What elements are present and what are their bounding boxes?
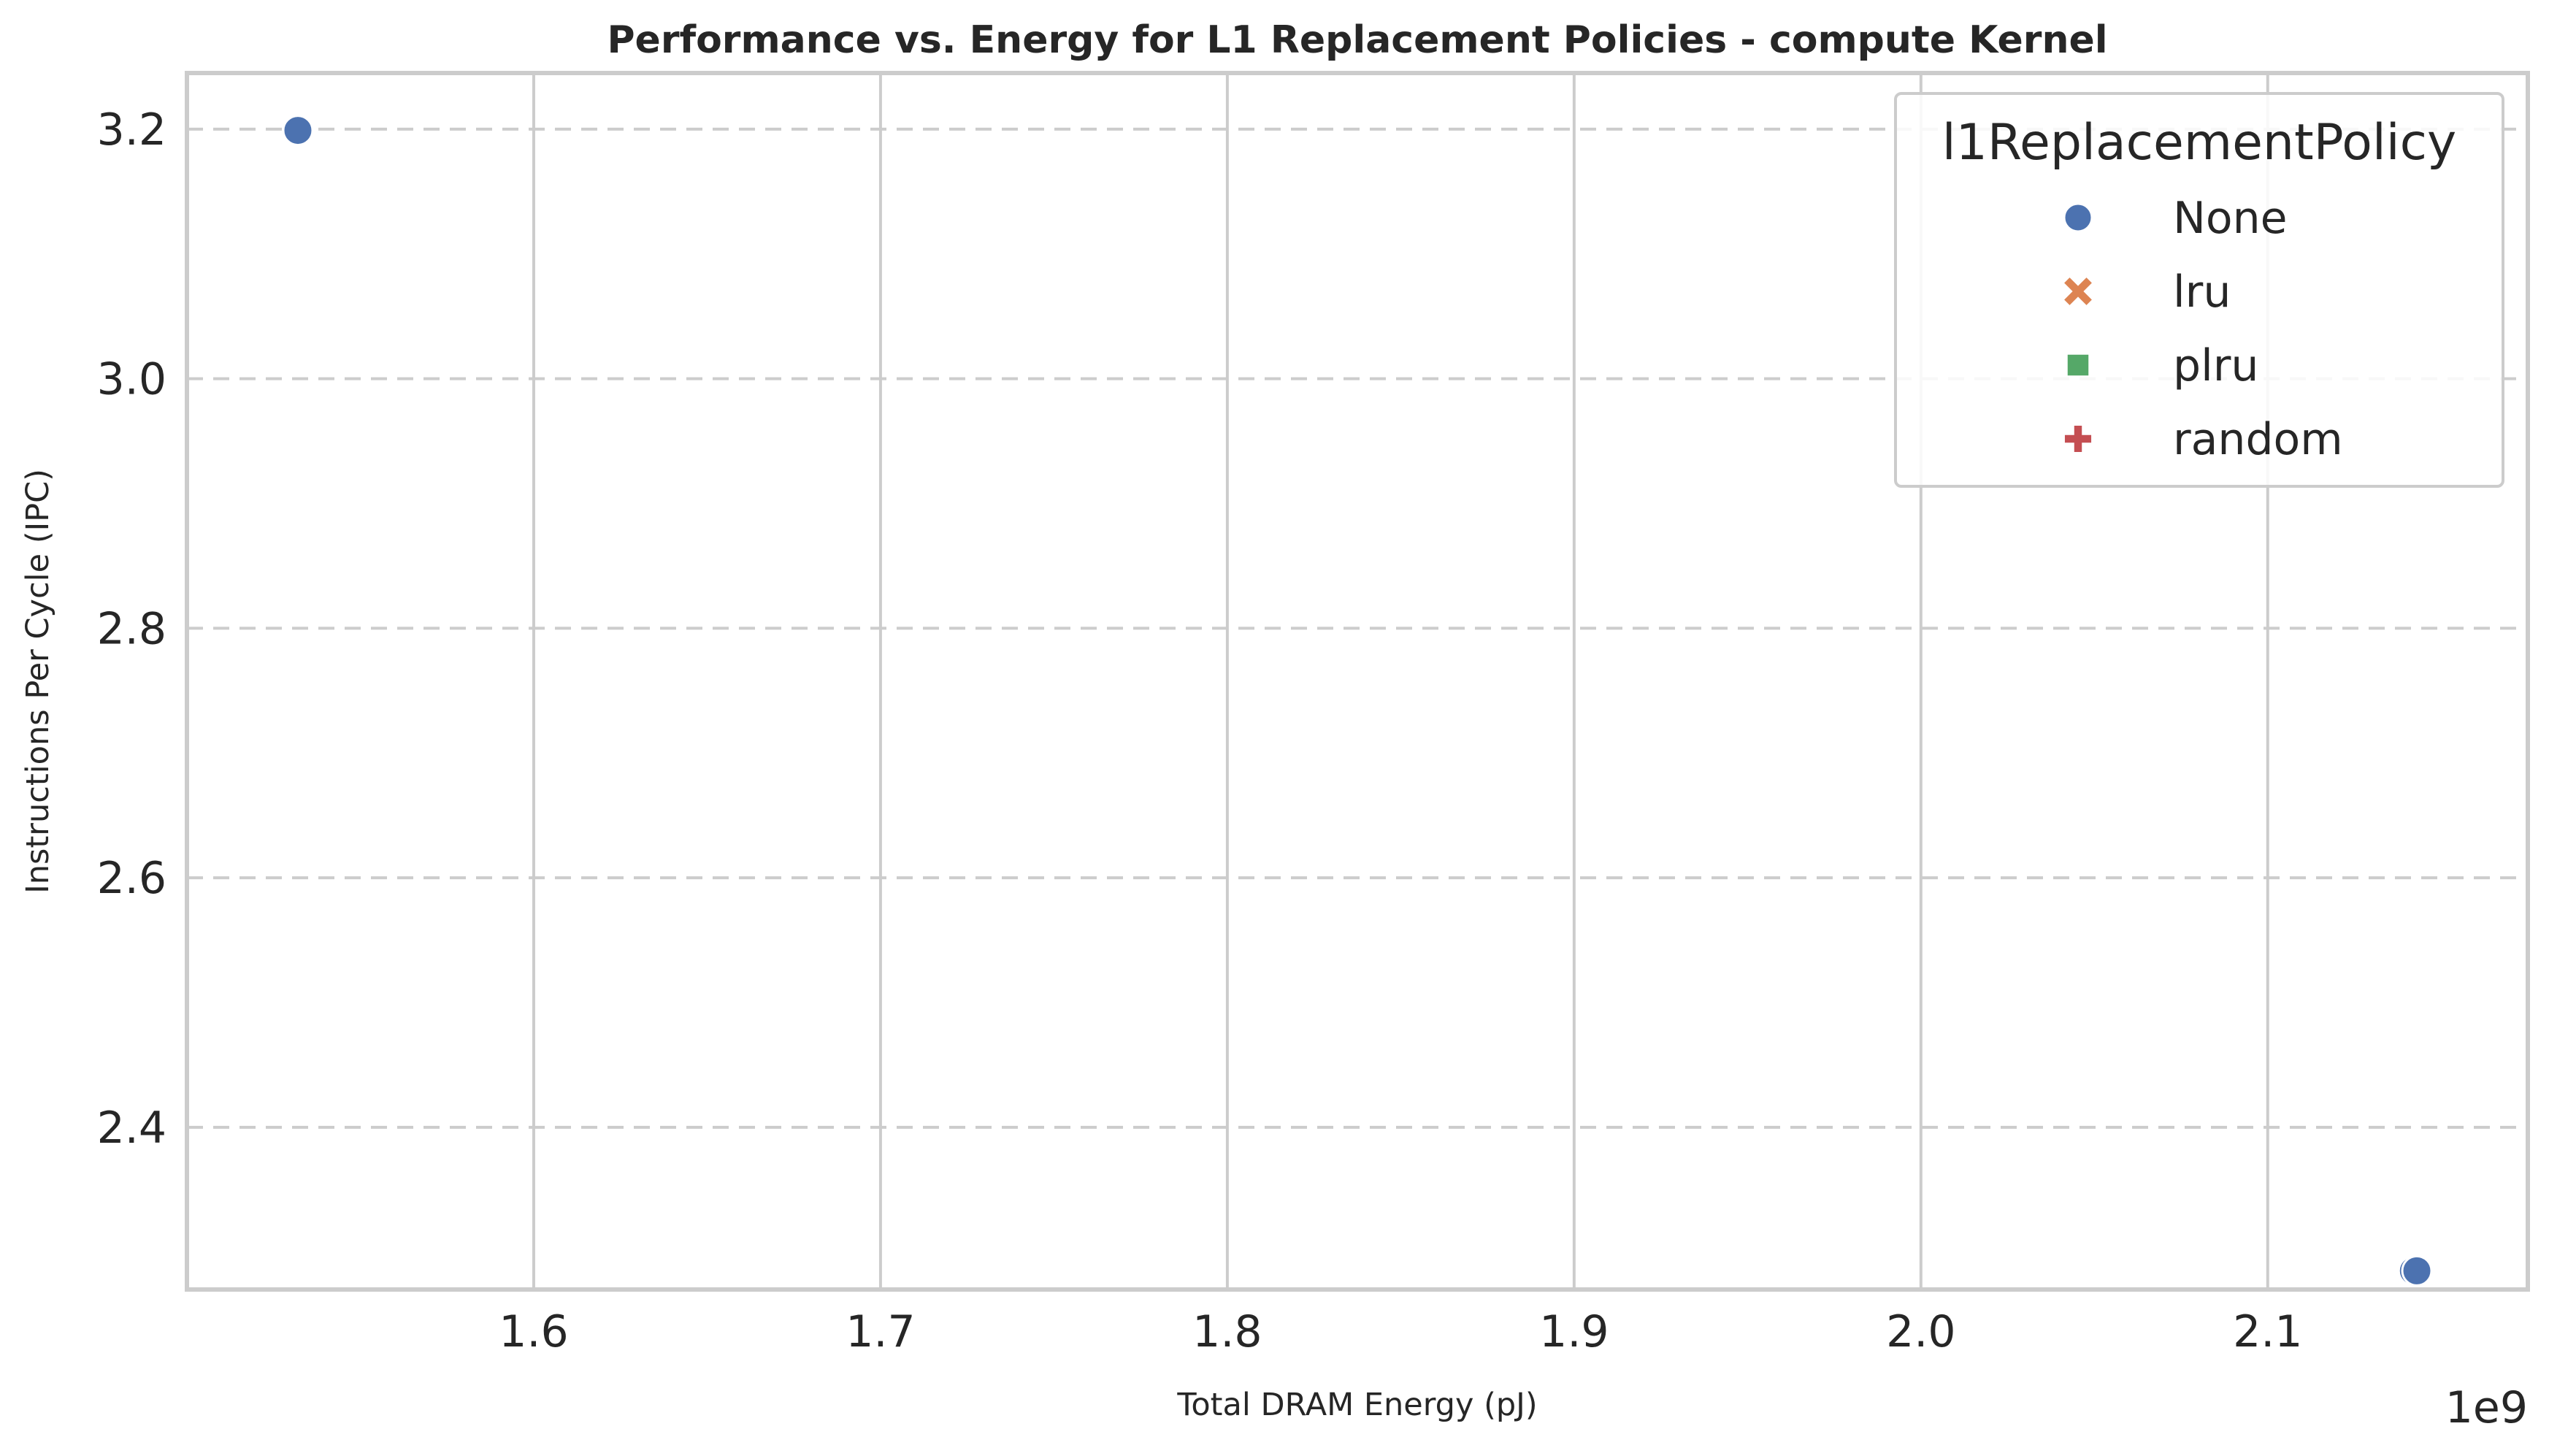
x-tick-label: 2.1: [2233, 1306, 2302, 1357]
tick-labels: 1.6 1.7 1.8 1.9 2.0 2.1 2.4 2.6 2.8 3.0 3.2: [97, 104, 2303, 1357]
y-tick-label: 3.2: [97, 104, 166, 156]
legend-label-plru: plru: [2173, 340, 2258, 391]
legend-title: l1ReplacementPolicy: [1942, 114, 2457, 172]
x-tick-label: 1.9: [1539, 1306, 1609, 1357]
legend-marker-plru: [2067, 354, 2089, 376]
legend-marker-none: [2063, 202, 2093, 233]
x-tick-label: 1.6: [499, 1306, 568, 1357]
y-tick-label: 2.8: [97, 603, 166, 654]
legend-box: [1894, 92, 2504, 488]
data-point-none: [282, 115, 314, 147]
x-tick-label: 2.0: [1886, 1306, 1955, 1357]
x-tick-label: 1.7: [846, 1306, 915, 1357]
y-axis-label: Instructions Per Cycle (IPC): [20, 469, 56, 894]
legend-entries: None lru plru random: [2063, 193, 2343, 465]
plot-frame: [185, 71, 2530, 1292]
data-points: [282, 115, 2433, 1287]
chart-title: Performance vs. Energy for L1 Replacemen…: [607, 18, 2107, 62]
legend-marker-lru: [2064, 277, 2092, 305]
y-tick-label: 2.4: [97, 1103, 166, 1154]
legend-label-none: None: [2173, 193, 2288, 244]
x-axis-offset-label: 1e9: [2445, 1382, 2528, 1433]
y-tick-label: 3.0: [97, 354, 166, 405]
legend-marker-random: [2064, 425, 2092, 453]
data-point-none: [2401, 1254, 2433, 1287]
x-tick-label: 1.8: [1192, 1306, 1262, 1357]
x-axis-label: Total DRAM Energy (pJ): [1176, 1387, 1537, 1423]
legend-label-lru: lru: [2173, 267, 2231, 318]
legend: l1ReplacementPolicy None lru plru random: [1894, 92, 2504, 488]
legend-label-random: random: [2173, 414, 2343, 465]
y-tick-label: 2.6: [97, 853, 166, 904]
